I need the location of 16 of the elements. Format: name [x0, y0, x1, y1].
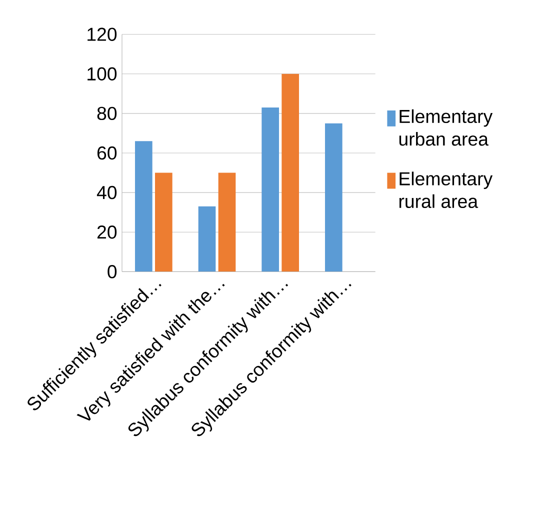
bar — [282, 74, 300, 272]
y-tick-label: 120 — [88, 28, 117, 41]
legend-label: Elementary urban area — [399, 109, 493, 146]
y-tick-label: 80 — [97, 106, 117, 120]
legend-label: Elementary rural area — [399, 172, 493, 208]
bar — [155, 172, 172, 272]
bar — [325, 123, 342, 272]
y-tick-label: 20 — [97, 225, 117, 239]
bar — [262, 108, 279, 272]
bar — [198, 206, 216, 272]
bar — [135, 141, 152, 272]
y-tick-label: 100 — [88, 67, 117, 80]
y-tick-label: 60 — [97, 146, 117, 160]
y-tick-label: 0 — [108, 265, 117, 278]
y-tick-label: 40 — [96, 186, 117, 200]
bar — [218, 172, 236, 272]
